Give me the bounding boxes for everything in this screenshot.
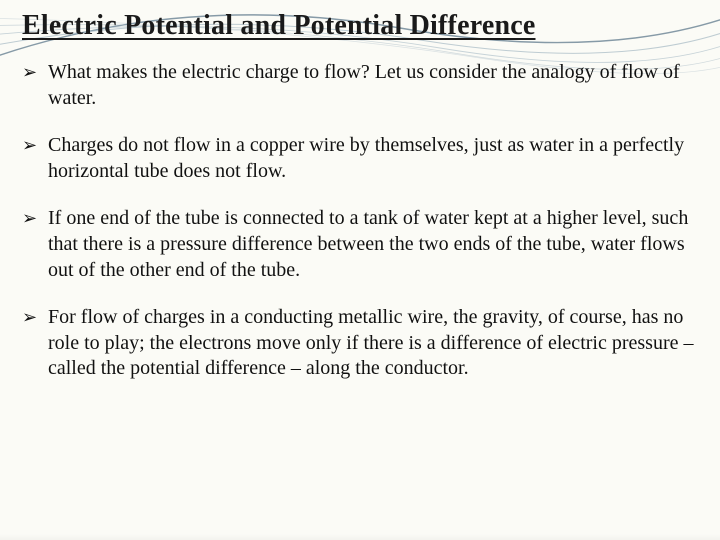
bullet-item: For flow of charges in a conducting meta… (22, 305, 698, 382)
bottom-edge-shadow (0, 534, 720, 540)
bullet-item: Charges do not flow in a copper wire by … (22, 133, 698, 184)
bullet-item: If one end of the tube is connected to a… (22, 206, 698, 283)
slide: Electric Potential and Potential Differe… (0, 0, 720, 540)
bullet-item: What makes the electric charge to flow? … (22, 60, 698, 111)
slide-title: Electric Potential and Potential Differe… (22, 10, 698, 42)
bullet-list: What makes the electric charge to flow? … (22, 60, 698, 382)
